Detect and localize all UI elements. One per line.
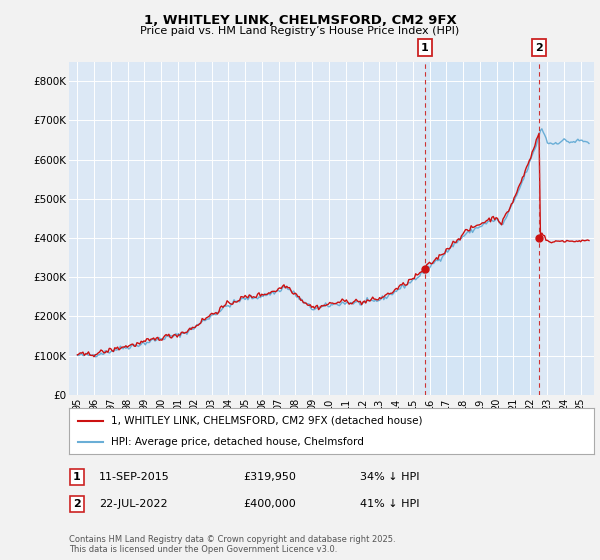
Text: 1, WHITLEY LINK, CHELMSFORD, CM2 9FX: 1, WHITLEY LINK, CHELMSFORD, CM2 9FX xyxy=(143,14,457,27)
Text: 1: 1 xyxy=(73,472,80,482)
Text: 41% ↓ HPI: 41% ↓ HPI xyxy=(360,499,419,509)
Text: 1, WHITLEY LINK, CHELMSFORD, CM2 9FX (detached house): 1, WHITLEY LINK, CHELMSFORD, CM2 9FX (de… xyxy=(111,416,422,426)
Text: £400,000: £400,000 xyxy=(243,499,296,509)
Text: Contains HM Land Registry data © Crown copyright and database right 2025.
This d: Contains HM Land Registry data © Crown c… xyxy=(69,535,395,554)
Text: 2: 2 xyxy=(73,499,80,509)
Text: 2: 2 xyxy=(535,43,543,53)
Text: 22-JUL-2022: 22-JUL-2022 xyxy=(99,499,167,509)
Text: Price paid vs. HM Land Registry’s House Price Index (HPI): Price paid vs. HM Land Registry’s House … xyxy=(140,26,460,36)
Text: 1: 1 xyxy=(421,43,428,53)
Bar xyxy=(425,62,539,395)
Text: HPI: Average price, detached house, Chelmsford: HPI: Average price, detached house, Chel… xyxy=(111,437,364,447)
Text: £319,950: £319,950 xyxy=(243,472,296,482)
Text: 11-SEP-2015: 11-SEP-2015 xyxy=(99,472,170,482)
Text: 34% ↓ HPI: 34% ↓ HPI xyxy=(360,472,419,482)
